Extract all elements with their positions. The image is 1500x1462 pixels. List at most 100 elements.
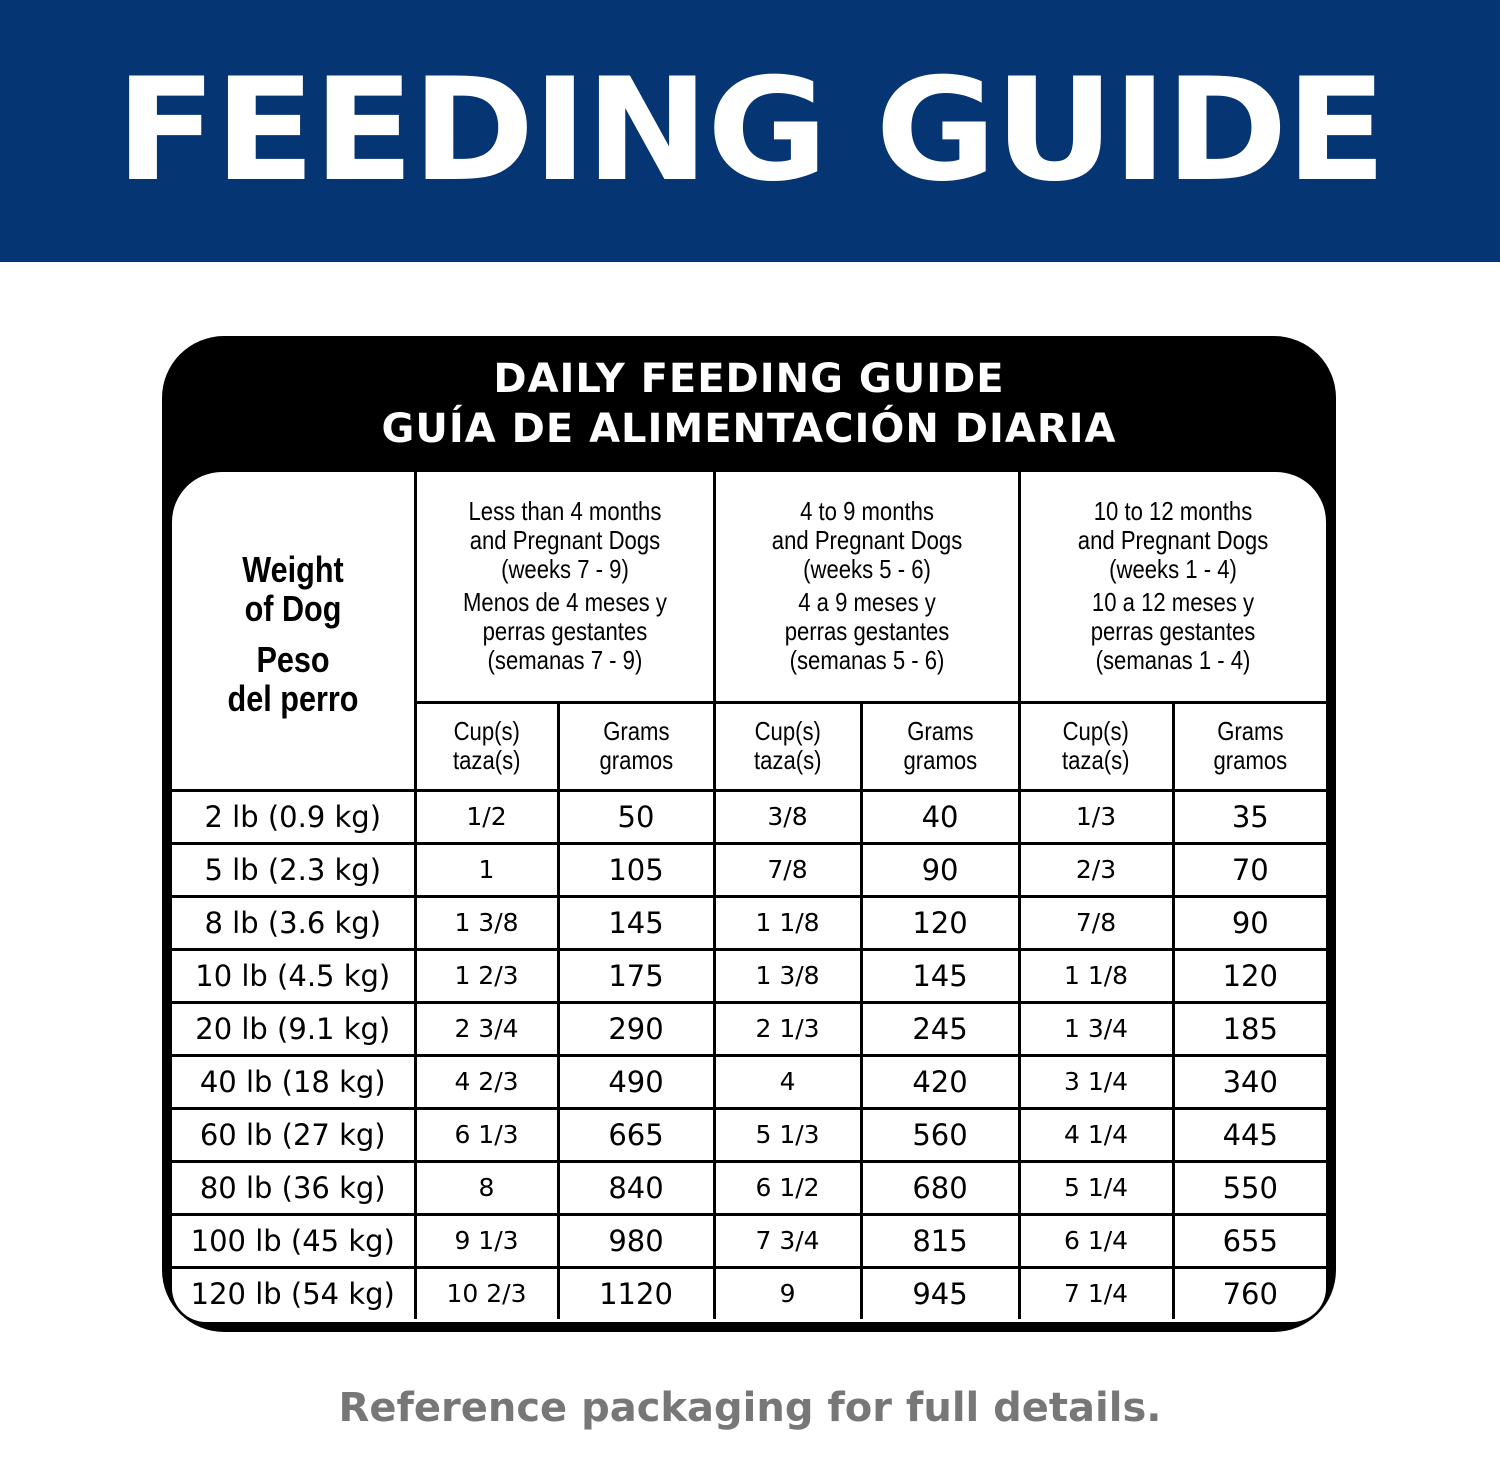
cups-cell: 4 xyxy=(712,1053,863,1110)
feeding-table-container: Weight of Dog Peso del perro Less than 4… xyxy=(172,472,1326,1322)
grams-cell: 340 xyxy=(1171,1053,1326,1110)
cups-cell: 7 3/4 xyxy=(712,1212,863,1269)
footer-note: Reference packaging for full details. xyxy=(338,1385,1162,1431)
grams-column-header: Grams gramos xyxy=(859,700,1021,792)
age-group-header-line: and Pregnant Dogs xyxy=(771,525,962,556)
weight-cell: 10 lb (4.5 kg) xyxy=(172,947,417,1004)
cups-cell: 9 xyxy=(712,1265,863,1319)
cups-cell: 7/8 xyxy=(712,841,863,898)
grams-cell: 560 xyxy=(859,1106,1021,1163)
grams-cell: 665 xyxy=(556,1106,716,1163)
cups-header-line: Cup(s) xyxy=(453,716,520,746)
weight-header-es-line1: Peso xyxy=(256,639,330,681)
grams-column-header: Grams gramos xyxy=(556,700,716,792)
grams-cell: 245 xyxy=(859,1000,1021,1057)
table-row: 100 lb (45 kg) 9 1/3 980 7 3/4 815 6 1/4 655 xyxy=(172,1212,1326,1269)
age-group-header-line: 4 a 9 meses y xyxy=(797,587,936,618)
cups-cell: 6 1/4 xyxy=(1017,1212,1175,1269)
grams-cell: 70 xyxy=(1171,841,1326,898)
card-title: DAILY FEEDING GUIDE GUÍA DE ALIMENTACIÓN… xyxy=(162,354,1336,454)
cups-cell: 4 2/3 xyxy=(413,1053,560,1110)
weight-cell: 100 lb (45 kg) xyxy=(172,1212,417,1269)
table-row: 40 lb (18 kg) 4 2/3 490 4 420 3 1/4 340 xyxy=(172,1053,1326,1110)
table-row: 5 lb (2.3 kg) 1 105 7/8 90 2/3 70 xyxy=(172,841,1326,898)
grams-cell: 945 xyxy=(859,1265,1021,1319)
cups-cell: 1 3/8 xyxy=(413,894,560,951)
cups-header-line: Cup(s) xyxy=(1062,716,1130,746)
cups-column-header: Cup(s) taza(s) xyxy=(712,700,863,792)
weight-cell: 120 lb (54 kg) xyxy=(172,1265,417,1319)
grams-cell: 980 xyxy=(556,1212,716,1269)
cups-cell: 2 3/4 xyxy=(413,1000,560,1057)
weight-column-header: Weight of Dog Peso del perro xyxy=(172,472,417,792)
cups-cell: 1/3 xyxy=(1017,788,1175,845)
grams-column-header: Grams gramos xyxy=(1171,700,1326,792)
age-group-header-line: and Pregnant Dogs xyxy=(1078,525,1269,556)
age-group-header-line: (semanas 1 - 4) xyxy=(1095,645,1251,676)
age-group-header-10-to-12-months: 10 to 12 months and Pregnant Dogs (weeks 1… xyxy=(1017,472,1326,704)
grams-cell: 760 xyxy=(1171,1265,1326,1319)
weight-cell: 80 lb (36 kg) xyxy=(172,1159,417,1216)
grams-cell: 420 xyxy=(859,1053,1021,1110)
weight-cell: 60 lb (27 kg) xyxy=(172,1106,417,1163)
cups-cell: 6 1/3 xyxy=(413,1106,560,1163)
cups-column-header: Cup(s) taza(s) xyxy=(415,700,560,792)
age-group-header-line: Menos de 4 meses y xyxy=(462,587,667,618)
page-title: FEEDING GUIDE xyxy=(115,48,1387,213)
grams-cell: 815 xyxy=(859,1212,1021,1269)
weight-cell: 40 lb (18 kg) xyxy=(172,1053,417,1110)
grams-header-line: gramos xyxy=(1213,745,1288,775)
age-group-header-line: perras gestantes xyxy=(482,616,647,647)
age-group-header-line: perras gestantes xyxy=(1090,616,1256,647)
cups-cell: 5 1/4 xyxy=(1017,1159,1175,1216)
age-group-header-line: perras gestantes xyxy=(784,616,949,647)
grams-cell: 680 xyxy=(859,1159,1021,1216)
grams-cell: 550 xyxy=(1171,1159,1326,1216)
age-group-header-line: (weeks 5 - 6) xyxy=(802,554,931,585)
cups-header-line: taza(s) xyxy=(1062,745,1130,775)
table-row: 80 lb (36 kg) 8 840 6 1/2 680 5 1/4 550 xyxy=(172,1159,1326,1216)
weight-cell: 8 lb (3.6 kg) xyxy=(172,894,417,951)
cups-column-header: Cup(s) taza(s) xyxy=(1017,700,1175,792)
cups-cell: 2/3 xyxy=(1017,841,1175,898)
feeding-table: Weight of Dog Peso del perro Less than 4… xyxy=(172,472,1326,1319)
age-group-header-line: 4 to 9 months xyxy=(799,496,934,527)
cups-cell: 3/8 xyxy=(712,788,863,845)
grams-cell: 40 xyxy=(859,788,1021,845)
grams-header-line: gramos xyxy=(903,745,977,775)
grams-cell: 105 xyxy=(556,841,716,898)
cups-cell: 9 1/3 xyxy=(413,1212,560,1269)
age-group-header-under-4-months: Less than 4 months and Pregnant Dogs (week… xyxy=(413,472,716,704)
weight-cell: 20 lb (9.1 kg) xyxy=(172,1000,417,1057)
grams-cell: 145 xyxy=(556,894,716,951)
grams-cell: 120 xyxy=(1171,947,1326,1004)
cups-cell: 1 xyxy=(413,841,560,898)
card-title-spanish: GUÍA DE ALIMENTACIÓN DIARIA xyxy=(381,406,1117,452)
age-group-header-line: (weeks 1 - 4) xyxy=(1109,554,1238,585)
grams-header-line: Grams xyxy=(1217,716,1284,746)
table-row: 8 lb (3.6 kg) 1 3/8 145 1 1/8 120 7/8 90 xyxy=(172,894,1326,951)
weight-header-en-line1: Weight xyxy=(242,549,344,591)
cups-cell: 7 1/4 xyxy=(1017,1265,1175,1319)
weight-cell: 2 lb (0.9 kg) xyxy=(172,788,417,845)
weight-header-es-line2: del perro xyxy=(227,678,359,720)
age-group-header-line: Less than 4 months xyxy=(468,496,661,527)
cups-cell: 10 2/3 xyxy=(413,1265,560,1319)
cups-cell: 1 1/8 xyxy=(1017,947,1175,1004)
cups-cell: 1/2 xyxy=(413,788,560,845)
table-row: 20 lb (9.1 kg) 2 3/4 290 2 1/3 245 1 3/4 185 xyxy=(172,1000,1326,1057)
age-group-header-line: 10 to 12 months xyxy=(1094,496,1253,527)
cups-cell: 6 1/2 xyxy=(712,1159,863,1216)
grams-cell: 185 xyxy=(1171,1000,1326,1057)
grams-cell: 90 xyxy=(1171,894,1326,951)
age-group-header-line: (semanas 5 - 6) xyxy=(789,645,944,676)
cups-cell: 5 1/3 xyxy=(712,1106,863,1163)
cups-cell: 4 1/4 xyxy=(1017,1106,1175,1163)
grams-cell: 290 xyxy=(556,1000,716,1057)
cups-header-line: taza(s) xyxy=(452,745,521,775)
cups-header-line: Cup(s) xyxy=(754,716,821,746)
grams-header-line: Grams xyxy=(602,716,670,746)
grams-cell: 445 xyxy=(1171,1106,1326,1163)
cups-cell: 3 1/4 xyxy=(1017,1053,1175,1110)
grams-cell: 655 xyxy=(1171,1212,1326,1269)
